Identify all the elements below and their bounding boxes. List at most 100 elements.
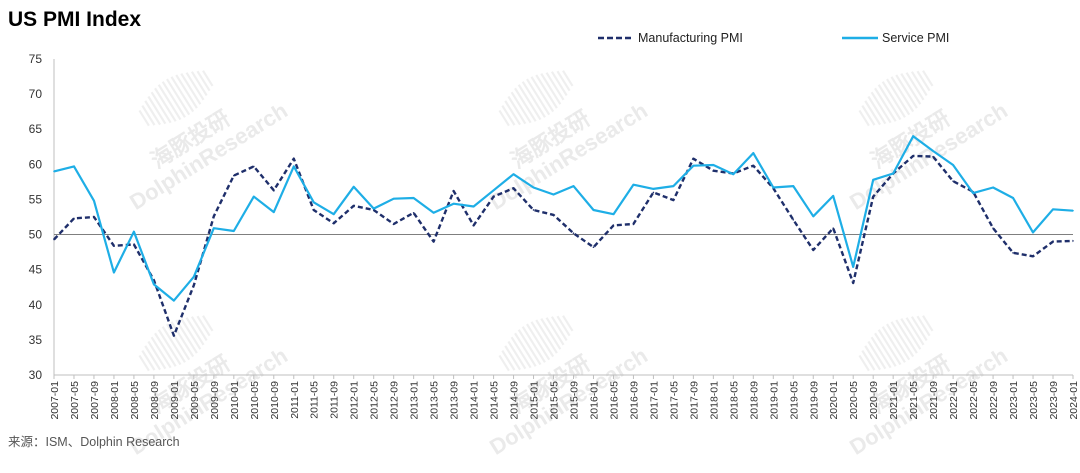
point-service <box>932 150 934 152</box>
watermark-bar <box>166 78 191 116</box>
point-service <box>492 189 495 192</box>
x-tick-label: 2017-01 <box>648 381 660 420</box>
watermark-bar <box>190 71 208 97</box>
x-axis: 2007-01 2007-05 2007-09 2008-01 2008-05 2008-… <box>49 374 1080 420</box>
point-service <box>372 207 375 210</box>
x-tick-label: 2012-01 <box>349 381 361 420</box>
watermark-bar <box>180 318 202 350</box>
y-tick-label: 75 <box>29 52 43 66</box>
watermark-bar <box>550 71 568 97</box>
point-manufacturing <box>113 244 115 247</box>
point-manufacturing <box>932 155 934 158</box>
watermark-bar <box>504 100 521 126</box>
watermark-bar <box>507 340 527 370</box>
point-manufacturing <box>312 209 315 211</box>
series-manufacturing-pmi-line <box>53 154 1074 337</box>
point-service <box>292 165 295 168</box>
watermark-bar <box>202 70 214 87</box>
x-tick-label: 2018-09 <box>748 381 760 420</box>
point-service <box>253 195 255 198</box>
point-service <box>592 209 595 211</box>
watermark-bar <box>895 74 918 109</box>
point-service <box>912 135 914 138</box>
watermark-bar <box>858 354 870 372</box>
watermark-bar <box>540 318 562 350</box>
y-tick-label: 30 <box>29 368 43 382</box>
x-tick-label: 2016-09 <box>628 381 640 420</box>
y-tick-label: 65 <box>29 122 43 136</box>
point-service <box>173 299 175 302</box>
point-manufacturing <box>472 224 475 227</box>
point-manufacturing <box>392 223 395 225</box>
x-tick-label: 2020-05 <box>848 381 860 420</box>
x-tick-label: 2009-05 <box>189 381 201 420</box>
point-service <box>432 211 435 214</box>
watermark-bar <box>157 329 182 366</box>
point-service <box>1052 208 1054 211</box>
point-manufacturing <box>1012 252 1014 254</box>
x-tick-label: 2023-01 <box>1008 381 1020 420</box>
watermark-bar <box>922 70 934 87</box>
point-service <box>972 192 974 194</box>
point-service <box>312 201 315 204</box>
x-tick-label: 2011-05 <box>309 381 321 419</box>
watermark-bar <box>161 326 186 363</box>
y-tick-label: 55 <box>29 192 43 206</box>
x-tick-label: 2008-09 <box>149 381 161 420</box>
point-service <box>952 164 954 166</box>
legend-label-service: Service PMI <box>882 31 949 45</box>
watermark-bar <box>910 316 928 342</box>
x-tick-label: 2014-09 <box>509 381 521 420</box>
watermark-bar <box>535 319 558 354</box>
watermark-bar <box>144 345 161 371</box>
point-manufacturing <box>412 211 415 214</box>
x-tick-label: 2009-01 <box>169 381 181 420</box>
point-manufacturing <box>952 180 954 182</box>
point-service <box>272 211 275 213</box>
watermark-bar <box>521 326 546 363</box>
x-tick-label: 2016-05 <box>608 381 620 420</box>
watermark-bar <box>864 345 881 371</box>
watermark-bar <box>514 87 537 122</box>
plot-area <box>53 135 1074 337</box>
x-tick-label: 2017-09 <box>688 381 700 420</box>
point-manufacturing <box>592 246 595 248</box>
watermark-bar <box>556 70 571 92</box>
watermark-bar <box>147 340 167 370</box>
watermark-bar <box>498 354 510 372</box>
watermark-bar <box>144 100 161 126</box>
watermark-bar <box>161 81 186 118</box>
point-manufacturing <box>253 165 255 168</box>
point-service <box>532 186 535 189</box>
watermark-bar <box>138 109 150 127</box>
watermark-bar <box>877 84 902 121</box>
legend: Manufacturing PMI Service PMI <box>598 31 949 45</box>
watermark-bar <box>196 70 211 92</box>
watermark-bar <box>910 71 928 97</box>
x-tick-label: 2023-09 <box>1048 381 1060 420</box>
x-tick-label: 2018-05 <box>728 381 740 420</box>
point-manufacturing <box>552 214 555 216</box>
point-manufacturing <box>452 190 455 192</box>
watermark-bar <box>501 350 516 371</box>
x-tick-label: 2020-09 <box>868 381 880 420</box>
watermark-bar <box>864 100 881 126</box>
watermark-bar <box>881 81 906 118</box>
watermark-bar <box>150 91 172 124</box>
watermark-bar <box>514 332 537 367</box>
watermark-bar <box>890 321 915 358</box>
watermark-bar <box>540 73 562 105</box>
point-manufacturing <box>1052 240 1054 243</box>
x-tick-label: 2015-09 <box>568 381 580 420</box>
point-manufacturing <box>93 216 95 218</box>
x-tick-label: 2022-01 <box>948 381 960 420</box>
point-service <box>73 165 75 168</box>
point-manufacturing <box>632 223 635 225</box>
x-tick-label: 2024-01 <box>1068 381 1080 420</box>
y-tick-label: 45 <box>29 263 43 277</box>
watermark-bar <box>916 315 931 337</box>
x-tick-label: 2009-09 <box>209 381 221 420</box>
watermark-bar <box>858 109 870 127</box>
chart-title: US PMI Index <box>8 8 141 31</box>
point-service <box>692 164 695 167</box>
